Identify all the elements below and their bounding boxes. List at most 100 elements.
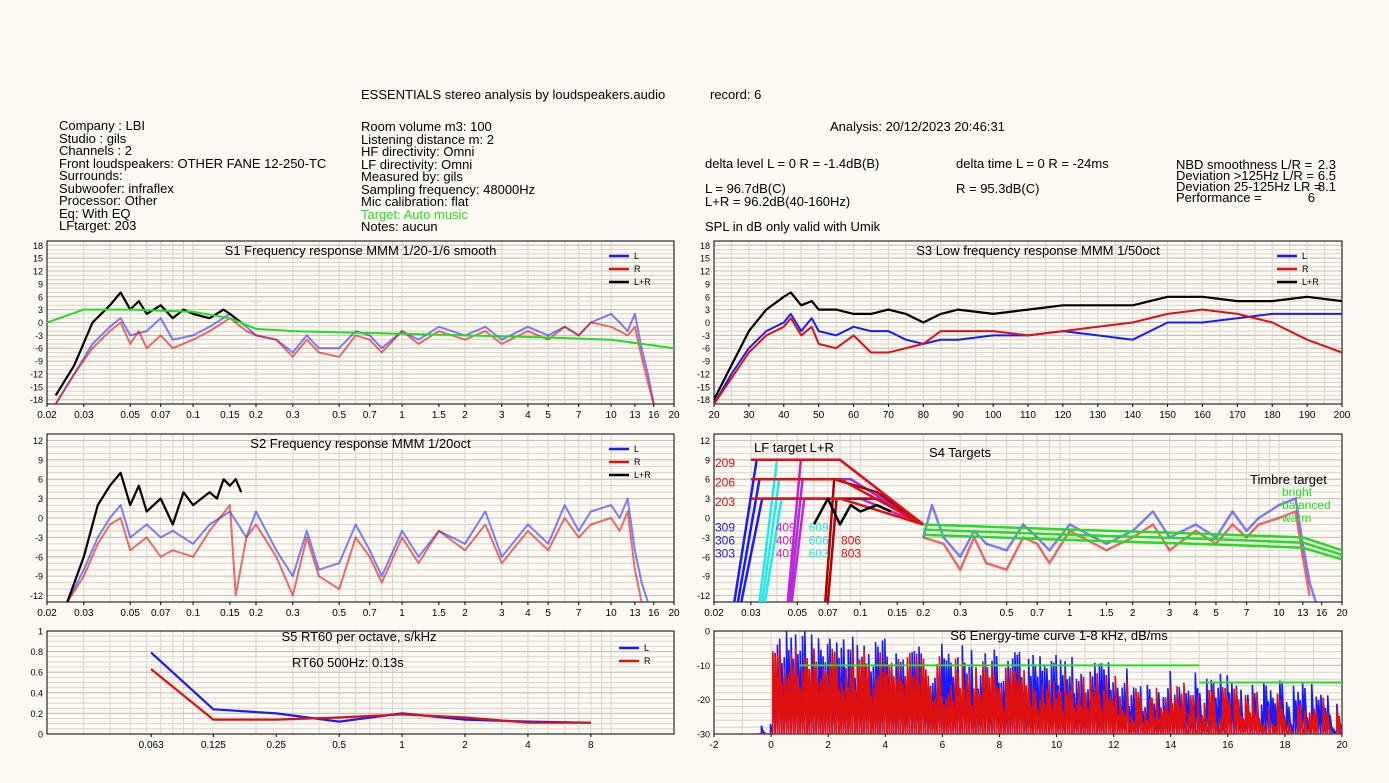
x-tick-label: 7 (576, 608, 582, 619)
y-tick-label: -15 (30, 382, 43, 392)
y-tick-label: 9 (38, 455, 43, 465)
y-tick-label: -20 (697, 695, 710, 705)
info-front: Front loudspeakers: OTHER FANE 12-250-TC (59, 155, 327, 171)
y-tick-label: 3 (38, 494, 43, 504)
s4-lf-label-806: 806 (841, 534, 861, 548)
s5-frame (46, 630, 675, 735)
x-tick-label: 2 (462, 740, 468, 751)
info-lf-dir: LF directivity: Omni (361, 156, 473, 172)
info-left: Company : LBI Studio : gils Channels : 2… (59, 118, 327, 233)
y-tick-label: -3 (702, 533, 710, 543)
x-tick-label: 120 (1055, 410, 1072, 421)
x-tick-label: 190 (1299, 410, 1316, 421)
x-tick-label: 1 (399, 410, 405, 421)
x-tick-label: 0.3 (286, 608, 300, 619)
legend-label-r: R (1302, 264, 1309, 274)
x-tick-label: 3 (499, 410, 505, 421)
x-tick-label: 90 (953, 410, 965, 421)
x-tick-label: 180 (1264, 410, 1281, 421)
x-tick-label: 0.15 (220, 608, 240, 619)
legend-label-r: R (644, 656, 651, 666)
y-tick-label: 3 (38, 305, 43, 315)
y-tick-label: -9 (35, 357, 43, 367)
info-sampling: Sampling frequency: 48000Hz (361, 181, 536, 197)
x-tick-label: 70 (883, 410, 895, 421)
x-tick-label: 0.5 (332, 740, 346, 751)
x-tick-label: 0.1 (186, 608, 200, 619)
s2-series-r (66, 504, 643, 602)
y-tick-label: -6 (35, 344, 43, 354)
x-tick-label: 0.07 (151, 410, 171, 421)
y-tick-label: 6 (705, 475, 710, 485)
x-tick-label: 8 (997, 740, 1003, 751)
s4-lf-label-309: 309 (715, 521, 735, 535)
legend-label-lr: L+R (634, 470, 651, 480)
s4-lf-label-409: 409 (776, 521, 796, 535)
x-tick-label: 10 (606, 608, 618, 619)
x-tick-label: 13 (629, 410, 641, 421)
s4-series-bright (923, 523, 1342, 552)
x-tick-label: 16 (1222, 740, 1234, 751)
x-tick-label: 0.05 (788, 608, 808, 619)
x-tick-label: 0.063 (139, 740, 164, 751)
x-tick-label: 3 (499, 608, 505, 619)
y-tick-label: 0.2 (30, 709, 43, 719)
x-tick-label: 6 (940, 740, 946, 751)
delta-time: delta time L = 0 R = -24ms (956, 156, 1109, 171)
y-tick-label: 9 (705, 455, 710, 465)
legend-label-l: L (634, 251, 639, 261)
x-tick-label: 13 (1297, 608, 1309, 619)
y-tick-label: 0 (38, 318, 43, 328)
y-tick-label: 0 (38, 514, 43, 524)
spl-note: SPL in dB only valid with Umik (705, 219, 881, 234)
s4-series-209 (750, 458, 925, 526)
x-tick-label: 20 (708, 410, 720, 421)
legend-label-r: R (634, 264, 641, 274)
x-tick-label: 0.125 (201, 740, 226, 751)
y-tick-label: -3 (702, 331, 710, 341)
s5-series-r (150, 668, 591, 724)
x-tick-label: 4 (525, 410, 531, 421)
x-tick-label: 0.2 (916, 608, 930, 619)
x-tick-label: 0.2 (249, 410, 263, 421)
x-tick-label: 0.25 (267, 740, 287, 751)
info-room-volume: Room volume m3: 100 (361, 119, 492, 134)
info-subwoofer: Subwoofer: infraflex (59, 180, 174, 196)
record-number: record: 6 (710, 87, 762, 102)
s4-lf-label-209: 209 (715, 456, 735, 470)
y-tick-label: 6 (38, 292, 43, 302)
x-tick-label: 150 (1159, 410, 1176, 421)
x-tick-label: 0.05 (120, 410, 140, 421)
x-tick-label: 7 (1244, 608, 1250, 619)
x-tick-label: 200 (1334, 410, 1351, 421)
s4-lf-label-606: 606 (809, 534, 829, 548)
s4-lf-label-603: 603 (809, 547, 829, 561)
info-company: Company : LBI (59, 118, 145, 133)
legend-label-l: L (1302, 251, 1307, 261)
x-tick-label: 0.2 (249, 608, 263, 619)
x-tick-label: 20 (1336, 608, 1348, 619)
x-tick-label: 160 (1194, 410, 1211, 421)
level-lr: L+R = 96.2dB(40-160Hz) (705, 194, 851, 209)
y-tick-label: 0 (38, 730, 43, 740)
s4-timbre-title: Timbre target (1250, 472, 1327, 487)
stat-nbd-value: 2.3 (1317, 157, 1336, 172)
x-tick-label: 0.1 (186, 410, 200, 421)
delta-level: delta level L = 0 R = -1.4dB(B) (705, 156, 880, 171)
x-tick-label: 130 (1089, 410, 1106, 421)
s4-lf-target-title: LF target L+R (754, 440, 834, 455)
x-tick-label: 10 (1273, 608, 1285, 619)
y-tick-label: -6 (35, 552, 43, 562)
s2-series-lr (66, 471, 243, 602)
y-tick-label: -9 (35, 572, 43, 582)
s4-frame (713, 433, 1343, 603)
x-tick-label: 0.03 (74, 608, 94, 619)
s4-lf-label-406: 406 (776, 534, 796, 548)
y-tick-label: 12 (33, 436, 43, 446)
y-tick-label: 12 (700, 267, 710, 277)
s4-series-203 (750, 497, 924, 526)
stat-dev-hf-label: Deviation >125Hz L/R = (1176, 168, 1315, 183)
s4-lf-label-403: 403 (776, 547, 796, 561)
x-tick-label: 0.7 (1030, 608, 1044, 619)
s2-title: S2 Frequency response MMM 1/20oct (250, 436, 471, 451)
